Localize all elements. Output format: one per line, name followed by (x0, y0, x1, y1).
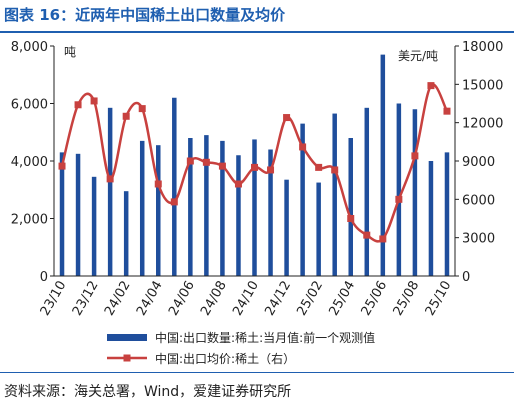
bar (236, 155, 241, 276)
bar (300, 123, 305, 276)
bar (268, 149, 273, 276)
chart-title: 图表 16：近两年中国稀土出口数量及均价 (4, 6, 286, 24)
right-tick-label: 15000 (462, 78, 503, 93)
price-point (154, 180, 162, 188)
price-point (122, 112, 130, 120)
price-point (218, 162, 226, 170)
title-divider (0, 31, 514, 33)
bar (252, 139, 257, 276)
price-point (363, 231, 371, 239)
x-tick-label: 24/06 (166, 279, 198, 319)
legend-bar-swatch (107, 334, 147, 341)
right-tick-label: 3000 (462, 232, 495, 247)
right-tick-label: 12000 (462, 117, 503, 132)
x-tick-label: 24/08 (198, 279, 230, 319)
bar (396, 103, 402, 276)
price-point (170, 198, 178, 206)
legend-line-label: 中国:出口均价:稀土（右） (155, 351, 295, 366)
left-tick-label: 6,000 (11, 98, 48, 113)
bar (107, 107, 113, 276)
price-point (395, 195, 403, 203)
bar (204, 135, 209, 276)
right-tick-label: 0 (462, 270, 470, 285)
price-point (411, 152, 419, 160)
x-tick-label: 25/08 (391, 279, 423, 319)
price-point (90, 97, 98, 105)
left-tick-label: 4,000 (11, 155, 48, 170)
bar (172, 97, 177, 276)
bar (332, 113, 337, 276)
x-tick-label: 25/06 (359, 279, 391, 319)
chart-area: 0 2,000 4,000 6,000 8,000 0 3000 6000 9000 12000 1… (11, 40, 504, 366)
price-point (234, 180, 242, 188)
price-point (267, 166, 275, 174)
price-point (315, 163, 323, 171)
bar (220, 140, 225, 276)
right-tick-label: 6000 (462, 193, 495, 208)
left-tick-label: 8,000 (11, 40, 48, 55)
x-tick-label: 24/04 (134, 279, 166, 319)
bar (284, 179, 289, 276)
bar (364, 107, 370, 276)
price-point (299, 143, 307, 151)
price-point (251, 163, 258, 171)
right-axis-unit: 美元/吨 (398, 49, 438, 63)
bar (91, 176, 97, 276)
right-tick-label: 18000 (462, 40, 503, 55)
left-axis-unit: 吨 (64, 45, 76, 59)
x-tick-label: 25/10 (423, 279, 455, 319)
bar (380, 54, 386, 276)
bar (444, 152, 450, 276)
price-point (74, 101, 82, 109)
price-point (331, 166, 339, 174)
bar (188, 138, 193, 276)
bar (412, 109, 418, 276)
bar (139, 140, 145, 276)
bar (348, 138, 353, 276)
price-point (106, 175, 114, 183)
price-point (202, 158, 210, 166)
left-tick-label: 2,000 (11, 213, 48, 228)
price-point (186, 157, 194, 165)
bar (75, 153, 81, 276)
source-note: 资料来源：海关总署，Wind，爱建证券研究所 (4, 384, 292, 400)
price-point (347, 215, 355, 222)
x-tick-label: 24/10 (230, 279, 262, 319)
price-point (443, 107, 451, 115)
x-tick-label: 24/02 (102, 279, 134, 319)
bar (316, 182, 321, 276)
bar (156, 145, 161, 276)
source-divider (0, 372, 514, 373)
bar (428, 161, 434, 276)
bar (123, 191, 129, 276)
price-point (283, 114, 291, 122)
price-point (58, 162, 66, 170)
legend-bar-label: 中国:出口数量:稀土:当月值:前一个观测值 (155, 330, 375, 345)
right-tick-label: 9000 (462, 155, 495, 170)
left-tick-label: 0 (40, 270, 48, 285)
x-tick-label: 23/12 (70, 279, 102, 319)
x-tick-label: 25/02 (294, 279, 326, 319)
x-tick-label: 24/12 (262, 279, 294, 319)
price-point (138, 105, 146, 113)
x-tick-label: 25/04 (326, 279, 358, 319)
legend-line-marker (123, 354, 131, 362)
bar (59, 152, 65, 276)
price-point (427, 82, 435, 90)
price-point (379, 235, 387, 243)
